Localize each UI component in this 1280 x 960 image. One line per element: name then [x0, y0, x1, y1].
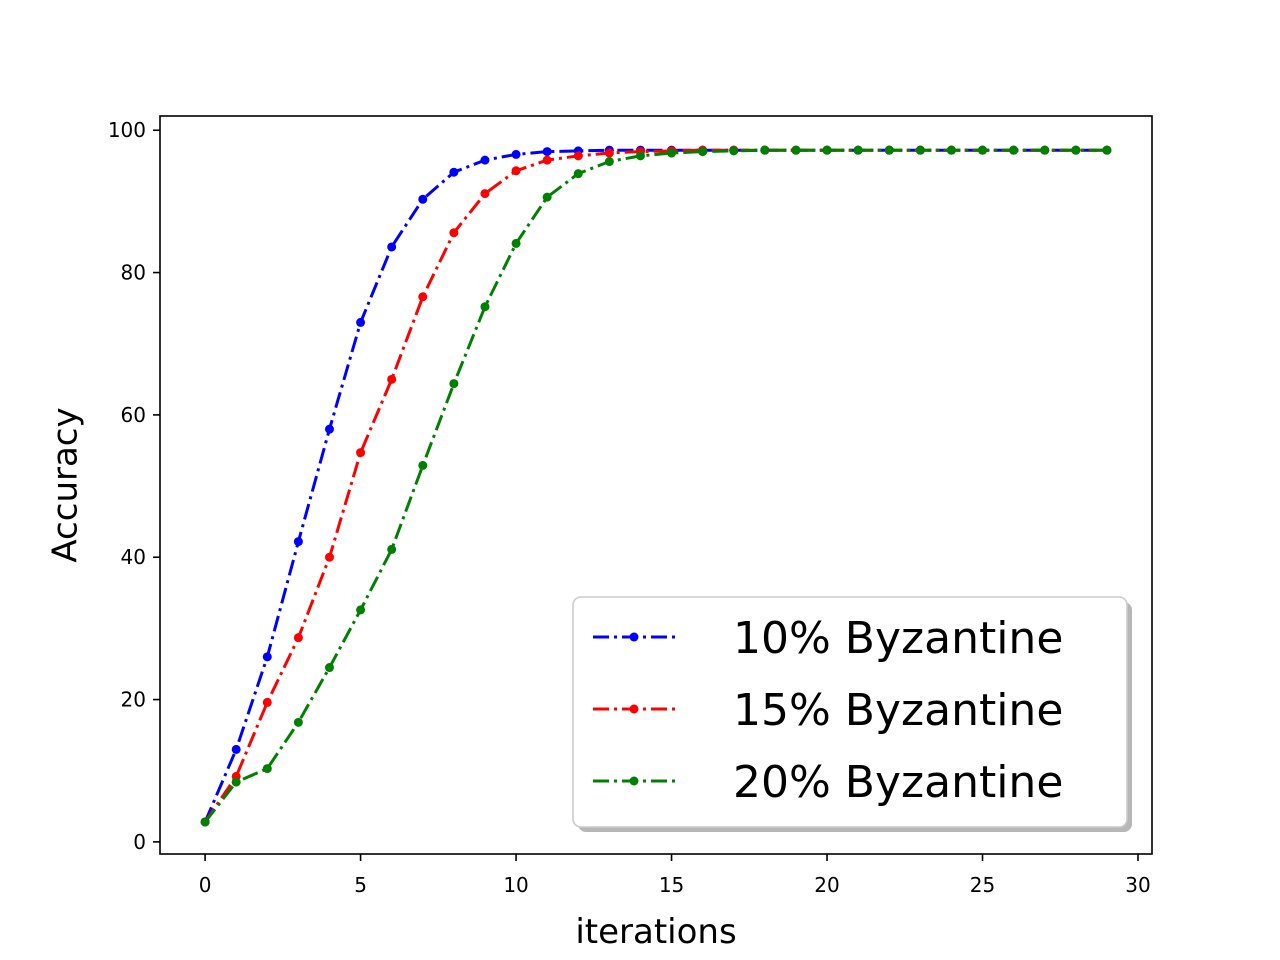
- x-tick-label: 15: [659, 873, 684, 897]
- data-point: [667, 148, 677, 158]
- data-point: [356, 448, 366, 458]
- data-point: [915, 145, 925, 155]
- data-point: [822, 145, 832, 155]
- legend-label: 20% Byzantine: [733, 757, 1063, 808]
- data-point: [573, 169, 583, 179]
- data-point: [853, 145, 863, 155]
- data-point: [604, 157, 614, 167]
- data-point: [324, 424, 334, 434]
- x-tick-label: 5: [354, 873, 367, 897]
- data-point: [418, 292, 428, 302]
- legend-box: [572, 596, 1128, 828]
- y-tick-label: 80: [121, 261, 146, 285]
- legend-item: 20% Byzantine: [593, 757, 1063, 808]
- series-layer: [200, 145, 1112, 827]
- data-point: [511, 238, 521, 248]
- data-point: [231, 777, 241, 787]
- data-point: [480, 302, 490, 312]
- data-point: [449, 379, 459, 389]
- x-tick-label: 20: [814, 873, 839, 897]
- x-tick-label: 30: [1125, 873, 1150, 897]
- y-tick-label: 40: [121, 545, 146, 569]
- data-point: [449, 228, 459, 238]
- data-point: [293, 633, 303, 643]
- legend-marker: [629, 776, 639, 786]
- data-point: [573, 151, 583, 161]
- data-point: [884, 145, 894, 155]
- data-point: [418, 460, 428, 470]
- x-tick-label: 10: [503, 873, 528, 897]
- y-tick-label: 20: [121, 688, 146, 712]
- series-line: [203, 148, 1107, 823]
- data-point: [200, 817, 210, 827]
- x-axis-label: iterations: [575, 912, 736, 952]
- plot-frame: [159, 115, 1153, 855]
- data-point: [760, 145, 770, 155]
- series-3: [200, 145, 1112, 827]
- data-point: [449, 167, 459, 177]
- data-point: [1040, 145, 1050, 155]
- data-point: [418, 194, 428, 204]
- legend-marker: [629, 704, 639, 714]
- data-point: [262, 652, 272, 662]
- y-axis-label: Accuracy: [46, 407, 86, 562]
- legend-item: 10% Byzantine: [593, 613, 1063, 664]
- data-point: [542, 192, 552, 202]
- y-tick-label: 60: [121, 403, 146, 427]
- data-point: [387, 544, 397, 554]
- data-point: [729, 146, 739, 156]
- data-point: [480, 189, 490, 199]
- data-point: [1071, 145, 1081, 155]
- x-tick-label: 0: [199, 873, 212, 897]
- data-point: [511, 149, 521, 159]
- data-point: [946, 145, 956, 155]
- data-point: [324, 552, 334, 562]
- data-point: [978, 145, 988, 155]
- y-tick-label: 0: [133, 830, 146, 854]
- data-point: [293, 537, 303, 547]
- legend: 10% Byzantine 15% Byzantine 20% Byzantine: [572, 596, 1132, 832]
- x-tick-label: 25: [970, 873, 995, 897]
- data-point: [356, 605, 366, 615]
- data-point: [324, 663, 334, 673]
- data-point: [231, 744, 241, 754]
- data-point: [1102, 145, 1112, 155]
- data-point: [698, 147, 708, 157]
- y-tick-label: 100: [108, 118, 146, 142]
- data-point: [1009, 145, 1019, 155]
- data-point: [542, 155, 552, 165]
- data-point: [480, 155, 490, 165]
- legend-marker: [629, 632, 639, 642]
- legend-item: 15% Byzantine: [593, 685, 1063, 736]
- data-point: [356, 317, 366, 327]
- data-point: [542, 147, 552, 157]
- legend-label: 15% Byzantine: [733, 685, 1063, 736]
- data-point: [635, 151, 645, 161]
- data-point: [387, 374, 397, 384]
- data-point: [604, 148, 614, 158]
- data-point: [262, 697, 272, 707]
- data-point: [511, 166, 521, 176]
- data-point: [262, 764, 272, 774]
- data-point: [293, 717, 303, 727]
- ticks-layer: 0 5 10 15 20 25 30 0 20 40 60 80 100: [108, 118, 1151, 897]
- data-point: [387, 242, 397, 252]
- legend-label: 10% Byzantine: [733, 613, 1063, 664]
- data-point: [791, 145, 801, 155]
